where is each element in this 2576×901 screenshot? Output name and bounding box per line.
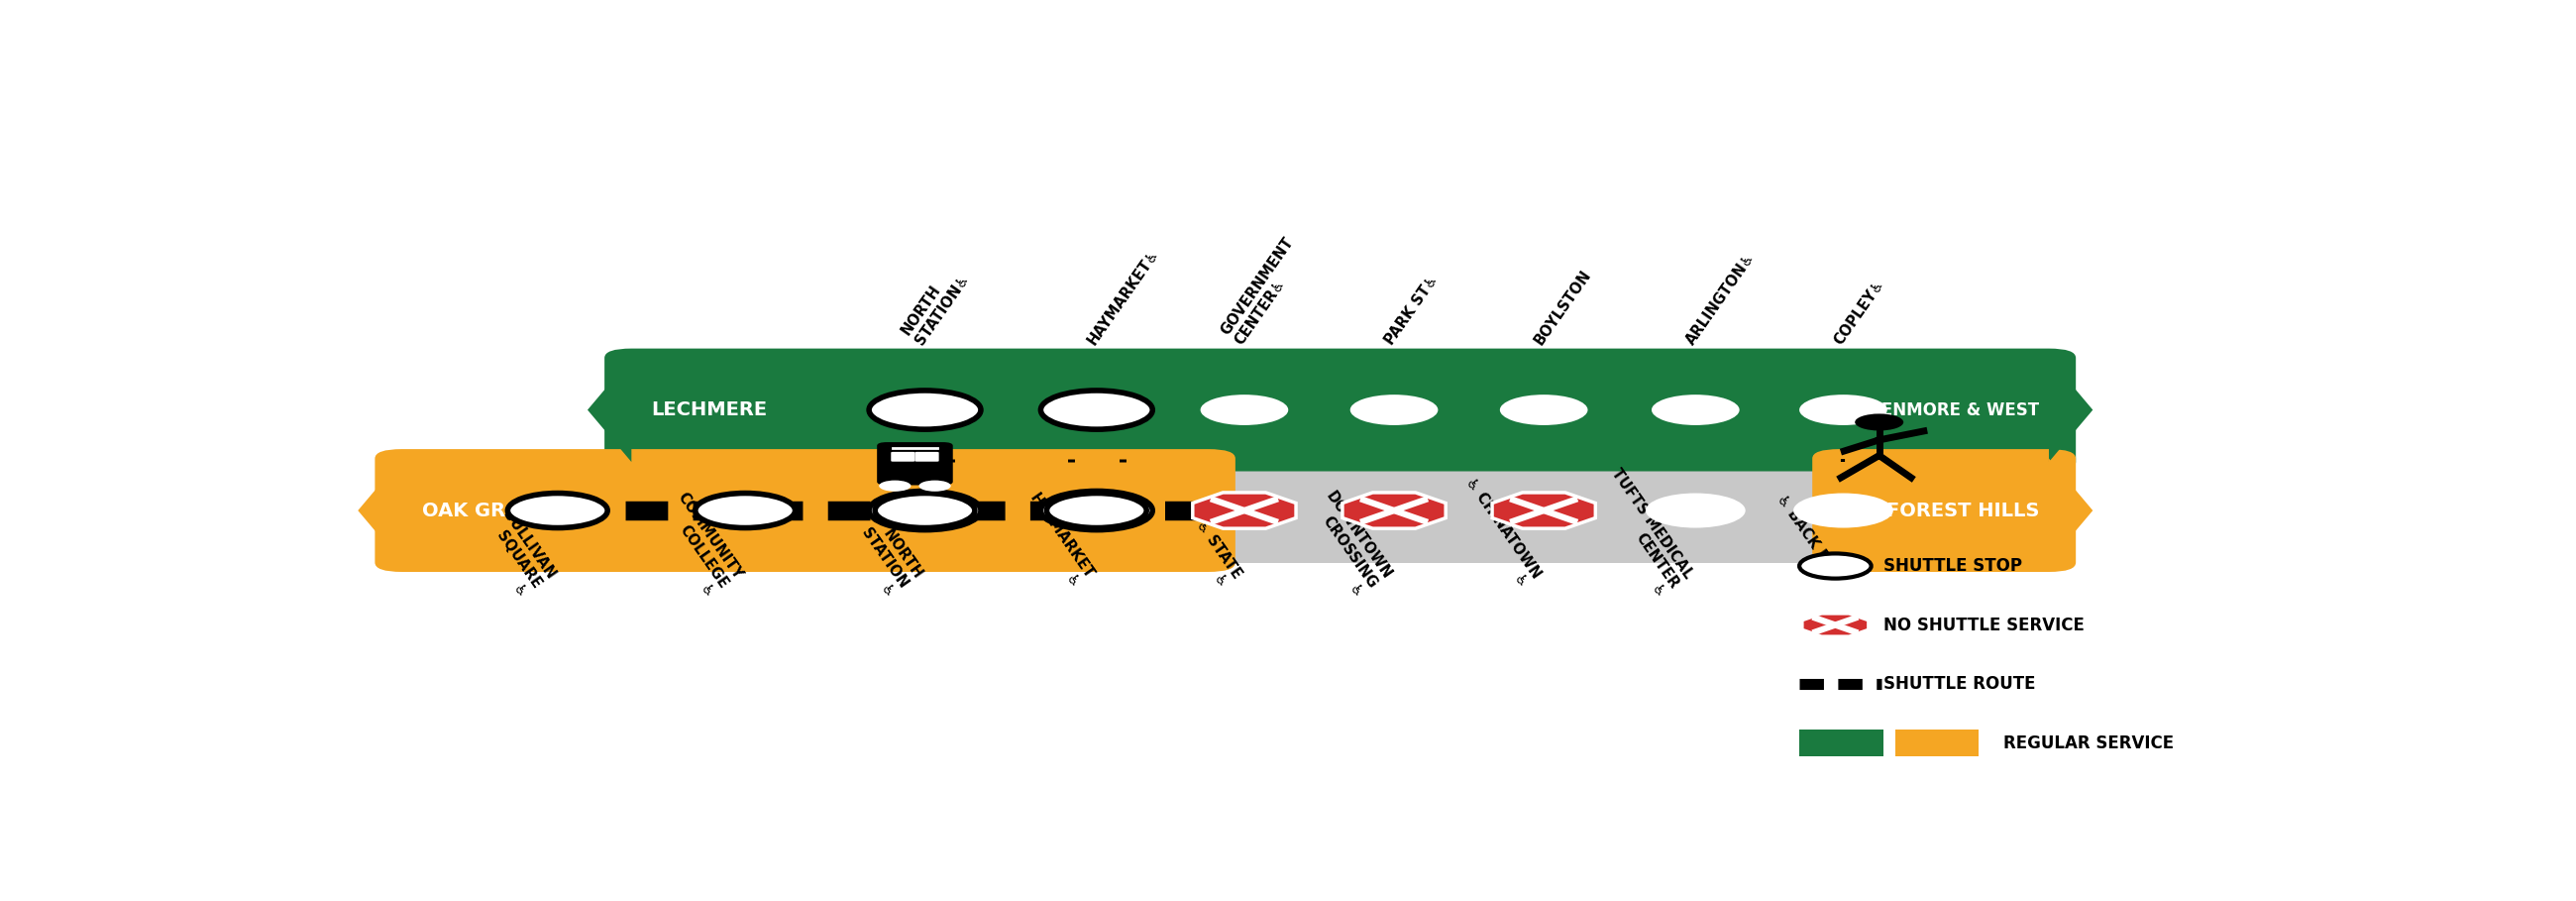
Circle shape <box>1200 395 1288 425</box>
Text: GOVERNMENT
CENTER♿: GOVERNMENT CENTER♿ <box>1218 234 1311 348</box>
Circle shape <box>1793 493 1893 528</box>
FancyBboxPatch shape <box>376 449 1236 572</box>
Circle shape <box>868 491 981 530</box>
Polygon shape <box>1342 493 1445 529</box>
Text: COMMUNITY
COLLEGE
♿: COMMUNITY COLLEGE ♿ <box>647 489 744 601</box>
Circle shape <box>868 390 981 430</box>
Circle shape <box>1499 395 1587 425</box>
Circle shape <box>881 395 969 425</box>
Circle shape <box>1054 395 1141 425</box>
Polygon shape <box>2048 459 2092 562</box>
Text: DOWNTOWN
CROSSING
♿: DOWNTOWN CROSSING ♿ <box>1293 488 1394 601</box>
Circle shape <box>1646 493 1747 528</box>
Text: TUFTS MEDICAL
CENTER
♿: TUFTS MEDICAL CENTER ♿ <box>1579 466 1695 601</box>
Circle shape <box>1041 491 1151 530</box>
Circle shape <box>1855 414 1904 431</box>
Text: SULLIVAN
SQUARE
♿: SULLIVAN SQUARE ♿ <box>471 507 556 601</box>
Text: HAYMARKET
♿: HAYMARKET ♿ <box>1012 490 1097 591</box>
Text: HAYMARKET♿: HAYMARKET♿ <box>1084 246 1162 348</box>
FancyBboxPatch shape <box>1798 730 1883 756</box>
Circle shape <box>876 493 974 528</box>
FancyBboxPatch shape <box>1206 459 1844 562</box>
Text: NO SHUTTLE SERVICE: NO SHUTTLE SERVICE <box>1883 616 2084 634</box>
Text: BOYLSTON: BOYLSTON <box>1533 267 1595 348</box>
FancyBboxPatch shape <box>891 452 914 461</box>
Text: SHUTTLE STOP: SHUTTLE STOP <box>1883 557 2022 575</box>
Text: ♿ STATE
♿: ♿ STATE ♿ <box>1180 518 1244 591</box>
Text: NORTH
STATION♿: NORTH STATION♿ <box>899 261 971 348</box>
Circle shape <box>507 493 608 528</box>
Circle shape <box>1798 395 1888 425</box>
Text: NORTH
STATION
♿: NORTH STATION ♿ <box>845 516 925 601</box>
Circle shape <box>878 480 912 491</box>
Circle shape <box>1046 493 1146 528</box>
Text: KENMORE & WEST: KENMORE & WEST <box>1868 401 2038 419</box>
Text: PARK ST♿: PARK ST♿ <box>1381 272 1440 348</box>
Polygon shape <box>1193 493 1296 529</box>
Text: OAK GROVE: OAK GROVE <box>422 501 549 520</box>
FancyBboxPatch shape <box>1896 730 1978 756</box>
FancyBboxPatch shape <box>605 349 2076 471</box>
Polygon shape <box>1803 614 1868 636</box>
Text: SHUTTLE ROUTE: SHUTTLE ROUTE <box>1883 675 2035 693</box>
Text: FOREST HILLS: FOREST HILLS <box>1886 501 2038 520</box>
Circle shape <box>1798 553 1870 578</box>
FancyBboxPatch shape <box>1814 449 2076 572</box>
Circle shape <box>1041 390 1151 430</box>
Circle shape <box>1651 395 1739 425</box>
Polygon shape <box>1492 493 1595 529</box>
Text: ♿ CHINATOWN
♿: ♿ CHINATOWN ♿ <box>1450 475 1543 591</box>
FancyBboxPatch shape <box>914 452 938 461</box>
Text: LECHMERE: LECHMERE <box>652 400 768 419</box>
FancyBboxPatch shape <box>876 442 953 485</box>
Circle shape <box>696 493 796 528</box>
Circle shape <box>1350 395 1437 425</box>
Text: COPLEY♿: COPLEY♿ <box>1832 277 1888 348</box>
Polygon shape <box>2048 358 2092 462</box>
Text: REGULAR SERVICE: REGULAR SERVICE <box>2004 734 2174 751</box>
Polygon shape <box>587 358 631 462</box>
Text: ARLINGTON♿: ARLINGTON♿ <box>1682 250 1757 348</box>
Text: ♿ BACK BAY: ♿ BACK BAY <box>1775 492 1844 581</box>
Polygon shape <box>358 459 402 562</box>
Circle shape <box>920 480 951 491</box>
